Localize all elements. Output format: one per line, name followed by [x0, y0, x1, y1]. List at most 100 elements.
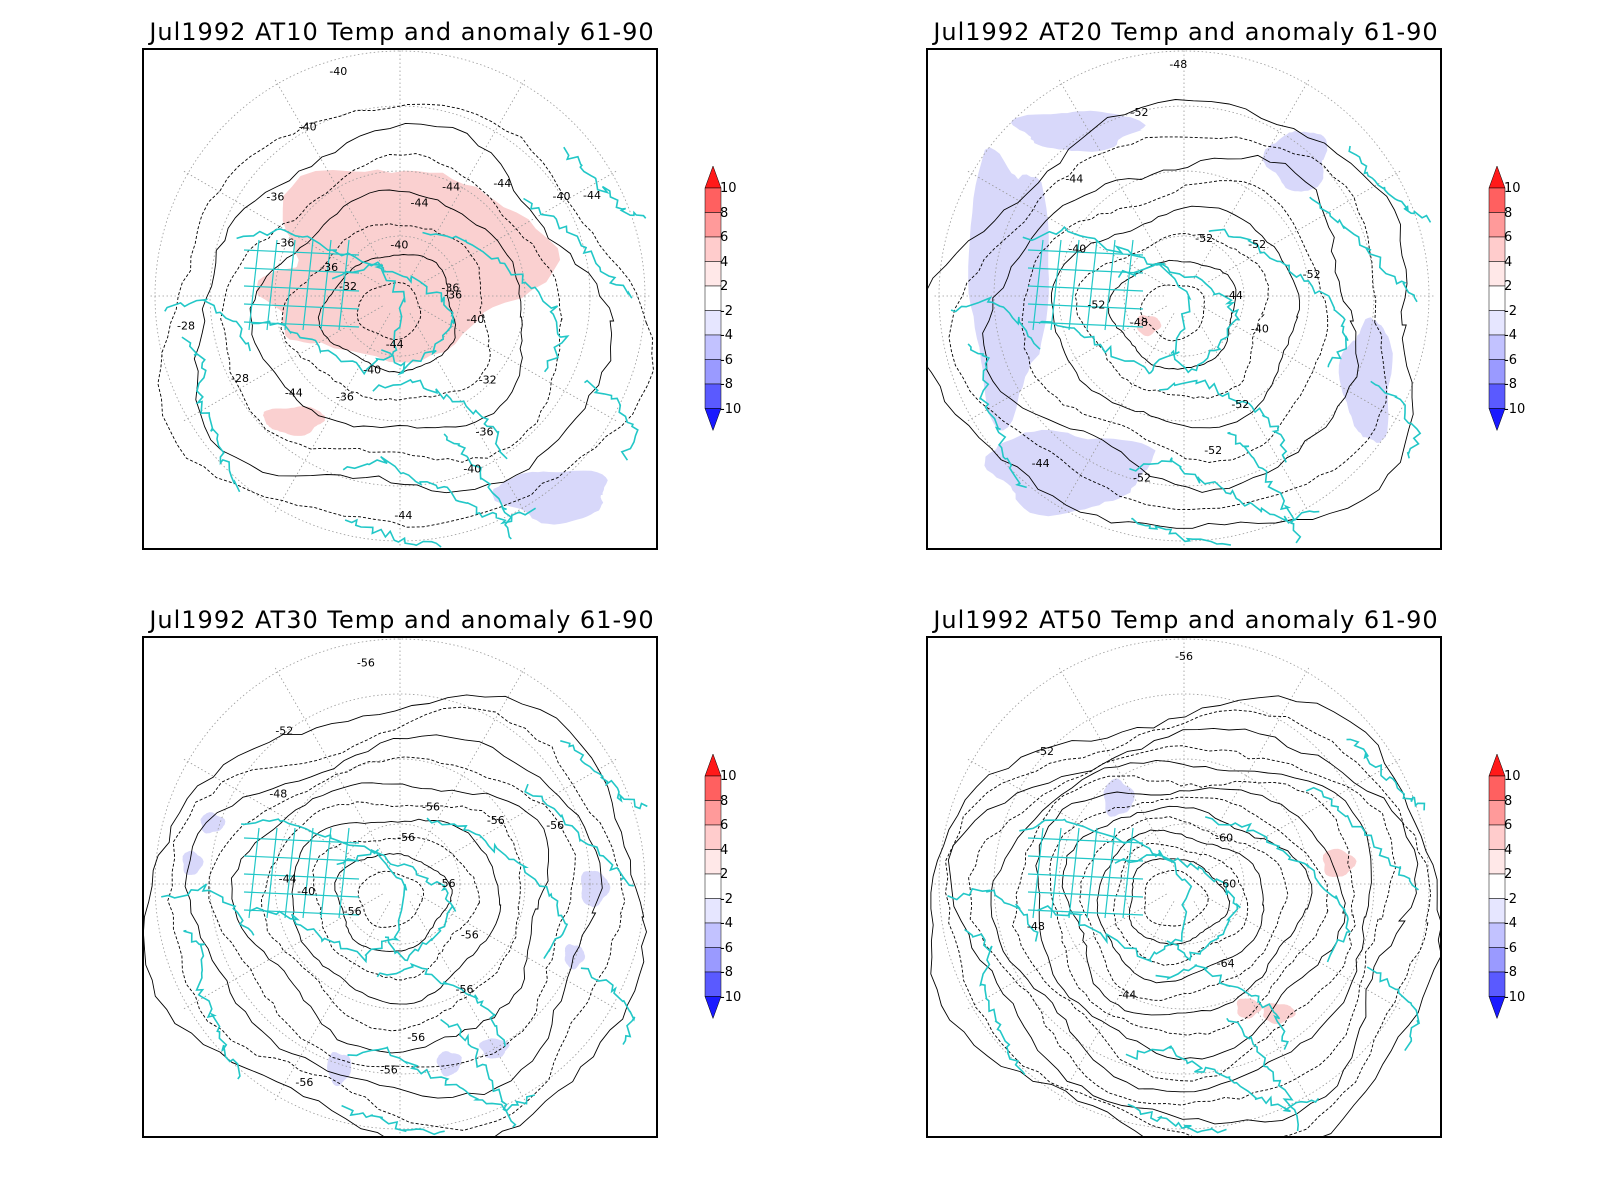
isotherm [1011, 775, 1356, 1082]
anomaly-region [581, 870, 611, 908]
isotherm [291, 818, 502, 1005]
contour-label: -40 [297, 885, 315, 898]
colorbar-band [704, 775, 722, 801]
latitude-circle [209, 105, 591, 487]
contour-label: -44 [285, 387, 303, 400]
colorbar-arrow-top [1488, 754, 1506, 777]
contour-label: -36 [266, 190, 284, 203]
meridian-line [1058, 901, 1175, 1101]
contour-label: -44 [583, 189, 601, 202]
latitude-circle [993, 693, 1375, 1075]
coastline [523, 197, 633, 299]
isotherm [144, 694, 647, 1136]
border-line [1104, 239, 1116, 331]
contour-label: -52 [1231, 398, 1249, 411]
border-line [1068, 827, 1080, 919]
map-svg: -56 -56 -56 -56 -56 -56 -56 -40-44 -48 -52 -56 -56 -… [144, 638, 650, 1136]
colorbar-tick-label: -8 [1504, 377, 1517, 392]
colorbar-tick-label: -6 [1504, 352, 1517, 368]
colorbar-band [1488, 359, 1506, 385]
colorbar-tick-label: 8 [1504, 205, 1513, 221]
isotherm [1144, 870, 1209, 927]
colorbar-band [704, 947, 722, 973]
map-svg: -60 -64 -44 -48 -52 -56 -60 [930, 638, 1440, 1136]
anomaly-region [968, 147, 1049, 431]
contour-labels: -36-40-32-36-40-44-44-40-36-44-28-28-32-… [177, 65, 601, 522]
contour-label: -56 [456, 983, 474, 996]
colorbar-band [1488, 800, 1506, 826]
contour-label: -36 [276, 237, 294, 250]
border-line [1086, 827, 1098, 919]
colorbar-arrow-bottom [1488, 996, 1506, 1020]
latitude-circle [154, 638, 646, 1130]
coastline [1117, 262, 1241, 374]
border-line [1027, 267, 1144, 274]
coastline [580, 967, 636, 1045]
border-line [1032, 239, 1044, 331]
border-line [302, 239, 314, 331]
colorbar-tick-label: -8 [720, 377, 733, 392]
coastline [183, 929, 241, 1080]
border-line [284, 827, 296, 919]
colorbar-band [1488, 775, 1506, 801]
isotherm [968, 745, 1397, 1106]
anomaly-region [1011, 110, 1146, 152]
coastlines [947, 738, 1426, 1134]
colorbar-band [704, 800, 722, 826]
isotherm [317, 254, 456, 373]
coastline [1019, 818, 1193, 963]
panel-title: Jul1992 AT10 Temp and anomaly 61-90 [149, 18, 655, 46]
colorbar-tick-label: -10 [720, 989, 742, 1005]
coastlines [164, 146, 647, 548]
contour-label: -56 [380, 1064, 398, 1077]
colorbar-arrow-bottom [1488, 408, 1506, 432]
isotherm [184, 734, 603, 1099]
colorbar-tick-label: -4 [720, 916, 733, 931]
border-line [243, 249, 360, 256]
graticule [150, 638, 650, 1134]
border-line [1086, 239, 1098, 331]
border-line [243, 891, 360, 898]
colorbar-tick-label: 6 [720, 230, 729, 245]
coastline [161, 883, 255, 936]
isotherm [208, 756, 576, 1068]
coastline [1204, 816, 1352, 963]
colorbar-tick-label: 2 [720, 279, 729, 294]
anomaly-region [182, 850, 204, 875]
colorbar-band [1488, 285, 1506, 311]
coastline [1129, 457, 1320, 524]
anomaly-region [200, 812, 226, 834]
contour-label: -52 [1195, 232, 1213, 245]
coastline [440, 1018, 517, 1128]
latitude-circle [1058, 758, 1310, 1010]
isotherm [1128, 858, 1231, 946]
map-svg: -44 -40 -52 -52 -52 -44 -48 -52 -40 -44 -52 -48 -52 -… [928, 50, 1434, 546]
colorbar-tick-label: -8 [1504, 965, 1517, 980]
isotherm [1021, 180, 1329, 463]
anomaly-region [1136, 315, 1162, 337]
contour-label: -48 [1169, 58, 1187, 71]
border-line [284, 239, 296, 331]
coastline [1348, 145, 1432, 223]
coastline [181, 336, 241, 493]
coastline [1346, 738, 1426, 811]
isotherm [948, 136, 1388, 510]
contours [144, 694, 647, 1136]
contour-label: -44 [442, 180, 460, 193]
panel-title: Jul1992 AT50 Temp and anomaly 61-90 [933, 606, 1439, 634]
contour-label: -52 [1248, 238, 1266, 251]
contour-label: -28 [177, 319, 195, 332]
colorbar-tick-label: -10 [1504, 989, 1526, 1005]
map-svg: -36-40-32-36-40-44-44-40-36-44-28-28-32-… [150, 50, 654, 548]
colorbar-tick-label: 10 [720, 769, 737, 784]
colorbar: 10 8 6 4 2 -2 -4 -6 -8 -10 [698, 166, 768, 456]
contour-label: -56 [344, 905, 362, 918]
latitude-circle [209, 693, 591, 1075]
colorbar-band [1488, 383, 1506, 409]
meridian-line [1193, 667, 1310, 867]
contour-labels: -56 -56 -56 -56 -56 -56 -56 -40-44 -48 -52 -56 -56 -… [269, 657, 564, 1089]
colorbar-band [1488, 212, 1506, 238]
isotherm [945, 709, 1432, 1136]
border-line [302, 827, 314, 919]
colorbar-band [1488, 236, 1506, 262]
